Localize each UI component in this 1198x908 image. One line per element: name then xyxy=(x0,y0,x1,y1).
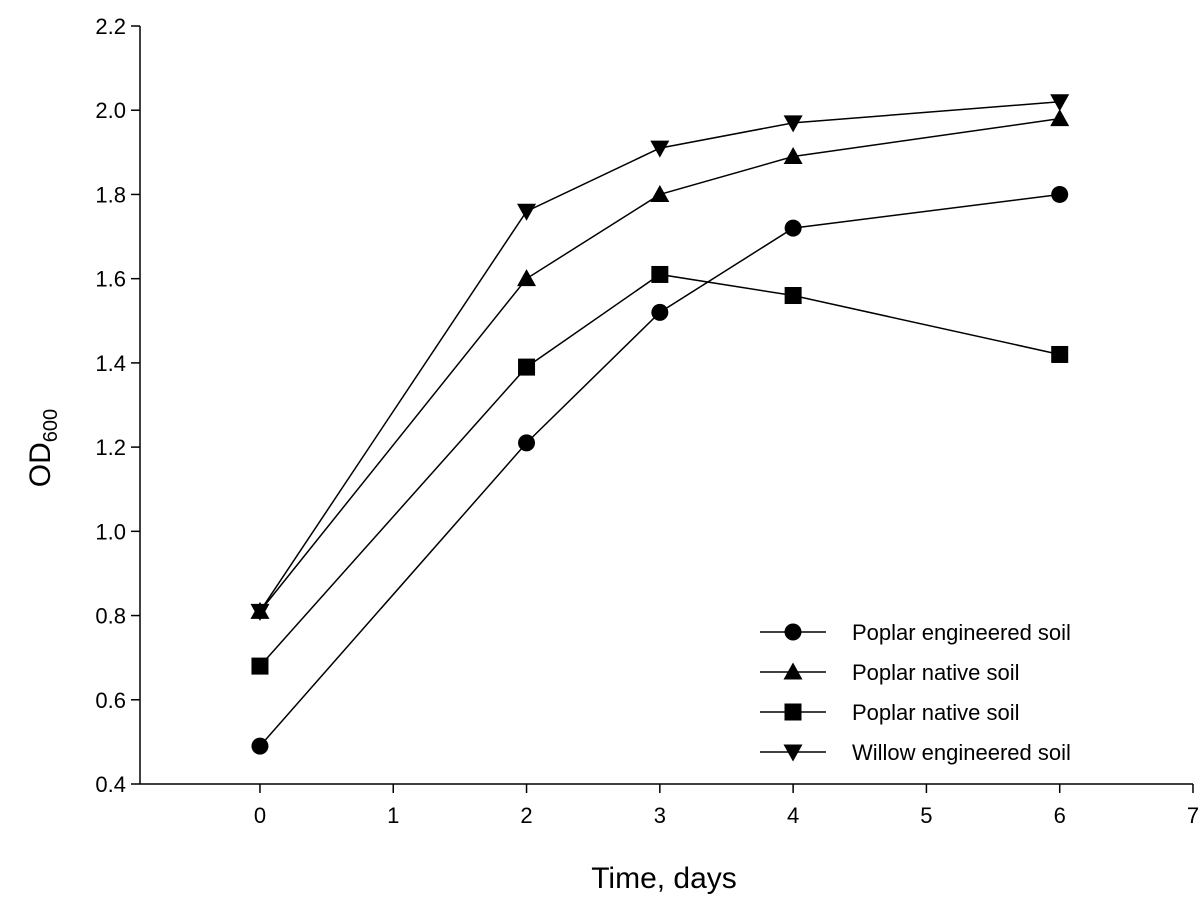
data-point xyxy=(251,737,269,755)
x-tick-label: 1 xyxy=(387,803,399,828)
axes: 0.4 0.6 0.8 1.0 1.2 1.4 1.6 1.8 2.0 2.2 0 1 2 3 4 5 6 7 xyxy=(95,14,1198,828)
legend-label: Willow engineered soil xyxy=(852,740,1071,765)
y-tick-label: 0.6 xyxy=(95,688,126,713)
y-tick-label: 0.8 xyxy=(95,604,126,629)
x-tick-label: 2 xyxy=(520,803,532,828)
data-point xyxy=(517,203,537,221)
data-point xyxy=(1051,345,1069,363)
x-tick-label: 4 xyxy=(787,803,799,828)
y-tick-label: 1.4 xyxy=(95,351,126,376)
legend-entry: Poplar native soil xyxy=(760,700,1020,725)
x-tick-label: 3 xyxy=(654,803,666,828)
legend: Poplar engineered soil Poplar native soil… xyxy=(760,620,1071,765)
y-tick-label: 2.2 xyxy=(95,14,126,39)
data-point xyxy=(784,219,802,237)
data-point xyxy=(1051,185,1069,203)
data-point xyxy=(251,657,269,675)
y-axis-title-subscript: 600 xyxy=(40,409,62,442)
legend-entry: Poplar native soil xyxy=(760,660,1020,685)
data-point xyxy=(517,269,537,287)
data-point xyxy=(518,358,536,376)
y-tick-label: 1.0 xyxy=(95,519,126,544)
legend-marker xyxy=(784,623,802,641)
legend-label: Poplar native soil xyxy=(852,660,1020,685)
legend-marker xyxy=(783,662,803,680)
y-tick-label: 1.2 xyxy=(95,435,126,460)
series-4 xyxy=(250,94,1070,621)
x-tick-label: 5 xyxy=(920,803,932,828)
y-tick-label: 1.6 xyxy=(95,267,126,292)
data-point xyxy=(784,287,802,305)
legend-entry: Poplar engineered soil xyxy=(760,620,1071,645)
data-point xyxy=(518,434,536,452)
y-axis-title: OD600 xyxy=(24,409,62,487)
y-axis-title-main: OD xyxy=(24,442,57,487)
data-point xyxy=(651,265,669,283)
x-tick-label: 7 xyxy=(1187,803,1198,828)
series-3 xyxy=(251,265,1069,675)
series-layer xyxy=(250,94,1070,755)
series-1 xyxy=(251,185,1069,755)
data-point xyxy=(650,184,670,202)
x-tick-label: 6 xyxy=(1054,803,1066,828)
series-line xyxy=(259,273,1060,667)
series-2 xyxy=(250,109,1070,619)
legend-label: Poplar native soil xyxy=(852,700,1020,725)
legend-entry: Willow engineered soil xyxy=(760,740,1071,765)
data-point xyxy=(783,147,803,165)
y-tick-label: 0.4 xyxy=(95,772,126,797)
x-tick-label: 0 xyxy=(254,803,266,828)
x-axis-title: Time, days xyxy=(591,862,737,895)
y-tick-label: 2.0 xyxy=(95,98,126,123)
data-point xyxy=(783,115,803,133)
data-point xyxy=(651,303,669,321)
series-line xyxy=(259,101,1060,612)
data-point xyxy=(250,603,270,621)
y-tick-label: 1.8 xyxy=(95,182,126,207)
legend-label: Poplar engineered soil xyxy=(852,620,1071,645)
data-point xyxy=(1050,94,1070,112)
data-point xyxy=(1050,109,1070,127)
legend-marker xyxy=(784,703,802,721)
legend-marker xyxy=(783,744,803,762)
data-point xyxy=(650,140,670,158)
